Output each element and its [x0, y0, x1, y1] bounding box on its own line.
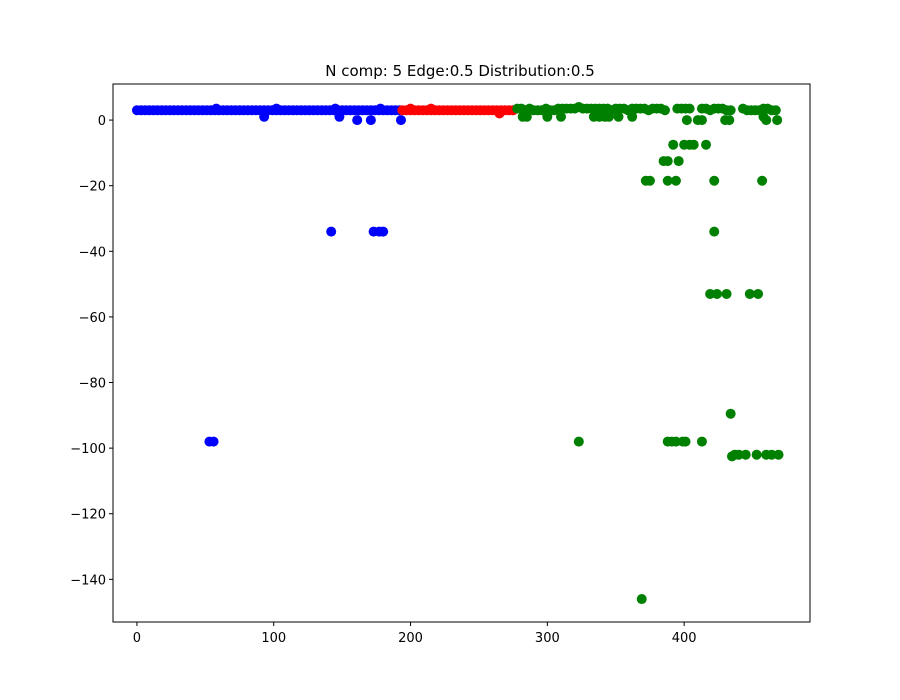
data-point — [542, 111, 553, 122]
data-point — [684, 103, 695, 114]
y-tick-label: −40 — [79, 245, 106, 260]
data-point — [365, 115, 376, 126]
y-tick-label: 0 — [98, 114, 106, 129]
data-point — [733, 449, 744, 460]
data-point — [709, 226, 720, 237]
data-point — [326, 226, 337, 237]
data-point — [208, 436, 219, 447]
points-layer — [131, 101, 784, 605]
data-point — [352, 115, 363, 126]
data-point — [556, 111, 567, 122]
x-tick-label: 300 — [535, 631, 560, 646]
x-tick-label: 100 — [261, 631, 286, 646]
y-tick-label: −20 — [79, 180, 106, 195]
data-point — [725, 408, 736, 419]
data-point — [740, 449, 751, 460]
data-point — [271, 103, 282, 114]
data-point — [662, 156, 673, 167]
data-point — [375, 103, 386, 114]
data-point — [330, 103, 341, 114]
data-point — [395, 115, 406, 126]
chart-title: N comp: 5 Edge:0.5 Distribution:0.5 — [325, 62, 595, 80]
data-point — [644, 175, 655, 186]
x-tick-label: 200 — [398, 631, 423, 646]
data-point — [405, 103, 416, 114]
data-point — [696, 115, 707, 126]
data-point — [668, 139, 679, 150]
y-tick-label: −80 — [79, 377, 106, 392]
data-point — [662, 175, 673, 186]
data-point — [636, 594, 647, 605]
data-point — [709, 175, 720, 186]
data-point — [744, 288, 755, 299]
data-point — [659, 105, 670, 116]
data-point — [770, 105, 781, 116]
data-point — [670, 436, 681, 447]
data-point — [603, 111, 614, 122]
data-point — [701, 139, 712, 150]
data-point — [696, 436, 707, 447]
y-tick-label: −100 — [70, 442, 106, 457]
data-point — [761, 115, 772, 126]
ticks-layer: 0 100 200 300 400 0 −20 −40 −60 −80 −100 −120 −140 — [70, 114, 696, 646]
data-point — [721, 288, 732, 299]
data-point — [773, 449, 784, 460]
data-point — [681, 115, 692, 126]
data-point — [757, 175, 768, 186]
data-point — [724, 115, 735, 126]
data-point — [259, 111, 270, 122]
data-point — [670, 175, 681, 186]
data-point — [688, 139, 699, 150]
data-point — [334, 111, 345, 122]
data-point — [573, 436, 584, 447]
data-point — [766, 449, 777, 460]
data-point — [673, 156, 684, 167]
data-point — [494, 108, 505, 119]
plot-frame — [112, 83, 811, 623]
y-tick-label: −60 — [79, 311, 106, 326]
data-point — [772, 115, 783, 126]
data-point — [705, 288, 716, 299]
data-point — [613, 111, 624, 122]
data-point — [521, 111, 532, 122]
x-tick-label: 0 — [133, 631, 141, 646]
y-tick-label: −120 — [70, 508, 106, 523]
data-point — [426, 103, 437, 114]
data-point — [751, 449, 762, 460]
data-point — [211, 103, 222, 114]
x-tick-label: 400 — [672, 631, 697, 646]
data-point — [680, 436, 691, 447]
data-point — [627, 111, 638, 122]
data-point — [725, 105, 736, 116]
data-point — [711, 288, 722, 299]
data-point — [753, 288, 764, 299]
data-point — [378, 226, 389, 237]
y-tick-label: −140 — [70, 573, 106, 588]
